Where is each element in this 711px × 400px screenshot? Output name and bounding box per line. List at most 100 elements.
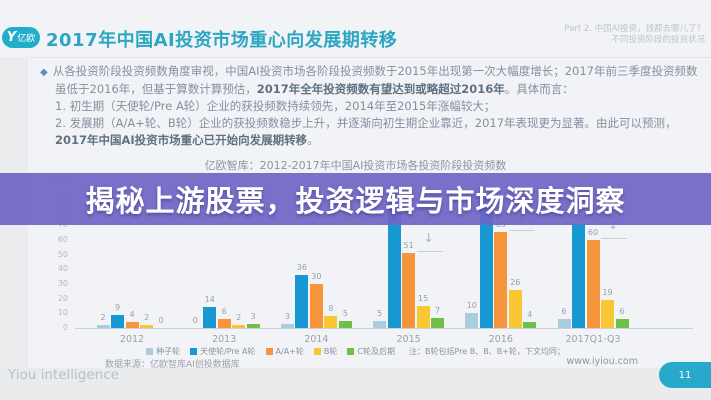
bar-value-label: 2 <box>100 313 106 322</box>
bar <box>508 290 522 328</box>
bar <box>232 325 246 328</box>
section-label: Part 2. 中国AI投资，钱都去哪儿了？ 不同投资阶段的投资状况 <box>564 24 705 46</box>
legend-item: A/A+轮 <box>265 346 304 357</box>
bar-value-label: 15 <box>418 294 429 303</box>
bar <box>557 319 571 328</box>
bar <box>494 232 508 328</box>
bar <box>523 322 537 328</box>
y-axis-tick-label: 20 <box>57 293 68 303</box>
page-title: 2017年中国AI投资市场重心向发展期转移 <box>46 30 398 51</box>
bar-value-label: 26 <box>510 278 521 287</box>
paragraph-text: 从各投资阶段投资频数角度审视，中国AI投资市场各阶段投资频数于2015年出现第一… <box>52 64 698 96</box>
bar <box>572 224 585 328</box>
overlay-banner: 揭秘上游股票，投资逻辑与市场深度洞察 <box>0 173 711 225</box>
bar-value-label: 5 <box>342 309 348 318</box>
bar <box>387 196 401 328</box>
bar-value-label: 2 <box>236 313 242 322</box>
bar-value-label: 4 <box>527 310 533 319</box>
bar <box>479 194 493 328</box>
watermark-text: Yiou intelligence <box>8 367 119 383</box>
bar-value-label: 30 <box>311 272 322 281</box>
bar-value-label: 10 <box>466 301 477 310</box>
bar <box>338 321 352 328</box>
legend-label: 天使轮/Pre A轮 <box>200 347 256 356</box>
bar-value-label: 9 <box>114 303 121 312</box>
legend-label: C轮及后期 <box>357 347 395 356</box>
x-axis-line <box>75 328 693 329</box>
bar <box>246 324 260 328</box>
annotation-down-arrow-icon: ↓ <box>608 218 619 232</box>
page-number-badge: 11 <box>659 362 711 388</box>
y-axis-tick-label: 60 <box>57 234 68 244</box>
bar <box>96 325 110 328</box>
left-margin <box>0 57 28 400</box>
bar <box>125 322 139 328</box>
chart-legend: 种子轮 天使轮/Pre A轮 A/A+轮 B轮 C轮及后期 注：B轮包括Pre B、B、B… <box>0 346 711 357</box>
bar-value-label: 5 <box>377 309 383 318</box>
bar <box>217 319 231 328</box>
legend-swatch-icon <box>313 348 321 355</box>
paragraph-bold: 2017年全年投资频数有望达到或略超过2016年 <box>256 82 505 96</box>
bar <box>295 275 309 328</box>
legend-item: C轮及后期 <box>347 346 395 357</box>
bar <box>324 316 338 328</box>
website-url: www.iyiou.com <box>566 356 638 367</box>
overlay-banner-text: 揭秘上游股票，投资逻辑与市场深度洞察 <box>85 184 626 218</box>
y-axis-tick-label: 10 <box>57 308 68 318</box>
legend-label: B轮 <box>323 347 338 356</box>
bottom-margin <box>0 368 711 400</box>
legend-swatch-icon <box>347 348 355 355</box>
bar <box>373 321 387 328</box>
bar <box>465 313 479 328</box>
legend-label: 种子轮 <box>156 347 181 356</box>
list-item-2: 2. 发展期（A/A+轮、B轮）企业的获投频数稳步上升，并逐渐向初生期企业靠近，… <box>40 115 702 149</box>
annotation-line <box>508 230 535 231</box>
x-axis-label: 2015 <box>396 334 421 345</box>
legend-note: 注：B轮包括Pre B、B、B+轮，下文均同； <box>408 347 565 356</box>
y-axis-tick-label: 50 <box>57 249 68 259</box>
legend-label: A/A+轮 <box>275 347 304 356</box>
y-axis-tick-label: 0 <box>62 323 68 332</box>
bar <box>140 325 153 328</box>
legend-swatch-icon <box>146 348 154 355</box>
bar-value-label: 51 <box>403 241 414 250</box>
x-axis-label: 2014 <box>304 334 329 345</box>
bar-value-label: 6 <box>619 307 625 316</box>
x-axis-label: 2016 <box>488 334 513 345</box>
list-item-1: 1. 初生期（天使轮/Pre A轮）企业的获投频数持续领先，2014年至2015… <box>55 99 496 113</box>
section-label-line2: 不同投资阶段的投资状况 <box>611 35 705 45</box>
bar-value-label: 8 <box>328 304 334 313</box>
bar <box>615 319 629 328</box>
legend-item: 天使轮/Pre A轮 <box>190 346 256 357</box>
x-axis-label: 2017Q1-Q3 <box>565 334 621 345</box>
header-divider <box>30 57 711 58</box>
annotation-line <box>601 238 627 239</box>
bar <box>309 284 323 328</box>
bar <box>431 318 445 328</box>
annotation-line <box>416 251 443 252</box>
bar-value-label: 6 <box>221 307 227 316</box>
data-source-label: 数据来源：亿欧智库AI创投数据库 <box>105 360 240 370</box>
bar-value-label: 0 <box>158 316 164 325</box>
yiou-logo: Y 亿欧 <box>2 27 40 48</box>
bar-value-label: 36 <box>296 263 307 272</box>
bar-value-label: 14 <box>204 295 215 304</box>
bar-value-label: 3 <box>250 312 256 321</box>
legend-swatch-icon <box>190 348 198 355</box>
bar-value-label: 2 <box>143 313 150 322</box>
annotation-down-arrow-icon: ↓ <box>423 231 434 245</box>
bar-value-label: 60 <box>587 228 599 237</box>
list-item-2-text: 2. 发展期（A/A+轮、B轮）企业的获投频数稳步上升，并逐渐向初生期企业靠近，… <box>55 116 677 130</box>
bar <box>402 253 416 328</box>
paragraph-overview: ◆ 从各投资阶段投资频数角度审视，中国AI投资市场各阶段投资频数于2015年出现第… <box>40 63 702 98</box>
legend-item: 种子轮 <box>146 346 180 357</box>
logo-y-icon: Y <box>6 30 17 45</box>
diamond-bullet-icon: ◆ <box>40 67 48 78</box>
legend-swatch-icon <box>265 348 273 355</box>
bar-value-label: 4 <box>129 310 135 319</box>
bar <box>601 300 614 328</box>
bar-value-label: 6 <box>561 307 567 316</box>
section-label-line1: Part 2. 中国AI投资，钱都去哪儿了？ <box>564 24 705 34</box>
